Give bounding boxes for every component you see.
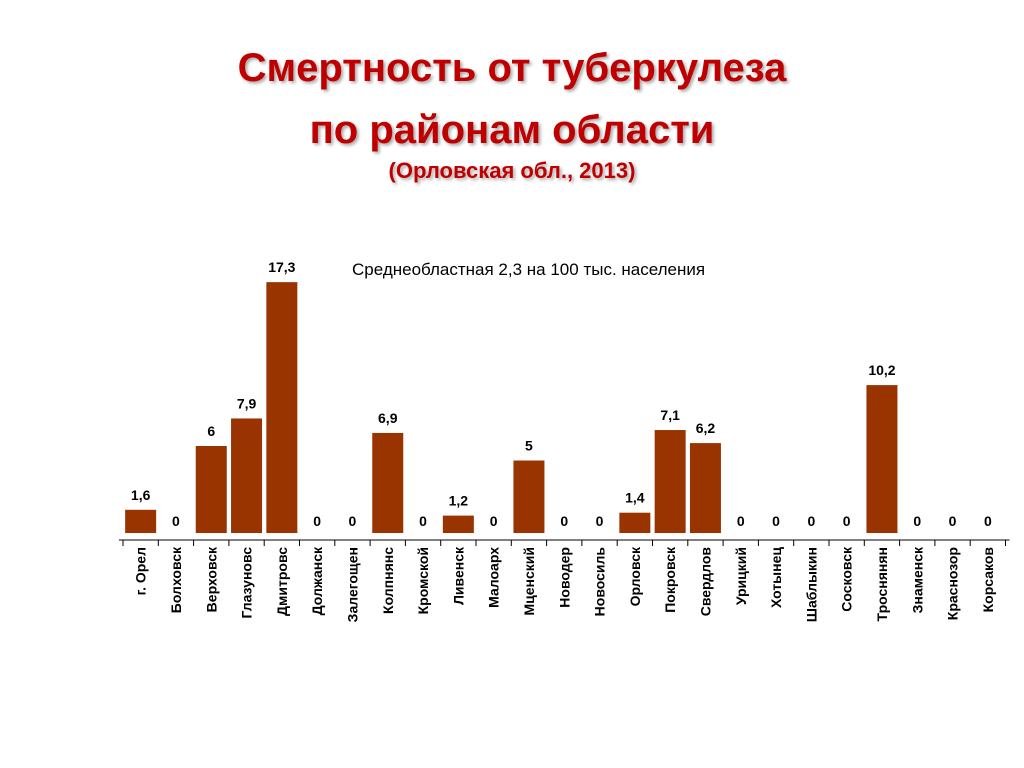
data-label: 1,6 xyxy=(131,487,151,503)
data-label: 0 xyxy=(807,513,815,529)
data-label: 1,4 xyxy=(625,490,645,506)
category-label: Хотынец xyxy=(768,547,784,608)
category-label: Орловск xyxy=(627,546,643,606)
data-label: 0 xyxy=(313,513,321,529)
data-label: 7,9 xyxy=(237,395,257,411)
data-label: 0 xyxy=(843,513,851,529)
data-label: 10,2 xyxy=(868,362,895,378)
category-label: Свердлов xyxy=(697,547,713,617)
data-label: 0 xyxy=(172,513,180,529)
data-label: 0 xyxy=(913,513,921,529)
chart-title-line1: Смертность от туберкулеза xyxy=(237,46,787,90)
category-label: Новодер xyxy=(556,547,572,608)
category-label: Глазуновс xyxy=(239,547,255,619)
category-label: Троснянян xyxy=(874,547,890,621)
bar xyxy=(125,509,157,533)
data-label: 7,1 xyxy=(660,407,680,423)
data-label: 17,3 xyxy=(268,259,295,275)
category-label: Залегощен xyxy=(344,547,360,622)
category-label: Сосковск xyxy=(839,546,855,612)
category-label: Дмитровс xyxy=(274,547,290,616)
category-label: Покровск xyxy=(662,546,678,613)
category-label: Знаменск xyxy=(909,546,925,613)
bar xyxy=(513,460,545,533)
category-label: Мценский xyxy=(521,547,537,616)
data-label: 6,2 xyxy=(696,420,716,436)
category-label: Ливенск xyxy=(450,546,466,605)
value-labels: 1,6 0 6 7,9 17,3 0 0 6,9 0 1,2 0 5 0 0 1,4 7,1 6,2 0 0 0 0 10… xyxy=(131,259,992,529)
bar xyxy=(689,443,721,533)
category-label: Кромской xyxy=(415,547,431,614)
category-labels: г. Орел Болховск Верховск Глазуновс Дмитровс… xyxy=(133,546,996,622)
x-axis xyxy=(119,539,1010,546)
data-label: 5 xyxy=(525,438,533,454)
category-label: г. Орел xyxy=(133,547,149,595)
category-label: Малоарх xyxy=(486,547,502,608)
category-label: Урицкий xyxy=(733,547,749,605)
data-label: 1,2 xyxy=(449,493,469,509)
bar xyxy=(654,430,686,533)
bar xyxy=(866,385,898,533)
chart-subtitle: (Орловская обл., 2013) xyxy=(388,158,636,183)
data-label: 0 xyxy=(984,513,992,529)
bar xyxy=(195,446,227,533)
bars-group xyxy=(125,282,898,533)
chart-title-line2: по районам области xyxy=(309,108,715,152)
category-label: Шаблыкин xyxy=(803,547,819,622)
bar xyxy=(442,515,474,533)
category-label: Верховск xyxy=(203,546,219,612)
data-label: 0 xyxy=(560,513,568,529)
average-annotation: Среднеобластная 2,3 на 100 тыс. населени… xyxy=(352,260,705,279)
category-label: Корсаков xyxy=(980,547,996,613)
bar xyxy=(372,432,404,533)
category-label: Болховск xyxy=(168,546,184,613)
data-label: 0 xyxy=(596,513,604,529)
category-label: Колпнянс xyxy=(380,547,396,614)
category-label: Должанск xyxy=(309,546,325,615)
data-label: 0 xyxy=(949,513,957,529)
bar xyxy=(266,282,298,533)
category-label: Краснозор xyxy=(945,547,961,620)
bar xyxy=(619,512,651,533)
data-label: 0 xyxy=(737,513,745,529)
data-label: 6 xyxy=(207,423,215,439)
data-label: 0 xyxy=(490,513,498,529)
category-label: Новосиль xyxy=(592,547,608,617)
data-label: 0 xyxy=(772,513,780,529)
data-label: 6,9 xyxy=(378,410,398,426)
data-label: 0 xyxy=(419,513,427,529)
bar xyxy=(231,418,263,533)
data-label: 0 xyxy=(349,513,357,529)
